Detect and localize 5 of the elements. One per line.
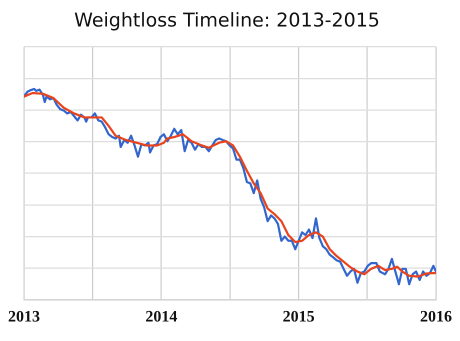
x-tick-label: 2014	[145, 308, 178, 326]
chart-title: Weightloss Timeline: 2013-2015	[74, 9, 380, 32]
x-tick-label: 2013	[8, 308, 40, 326]
x-tick-label: 2016	[420, 308, 452, 326]
x-tick-label: 2015	[282, 308, 315, 326]
